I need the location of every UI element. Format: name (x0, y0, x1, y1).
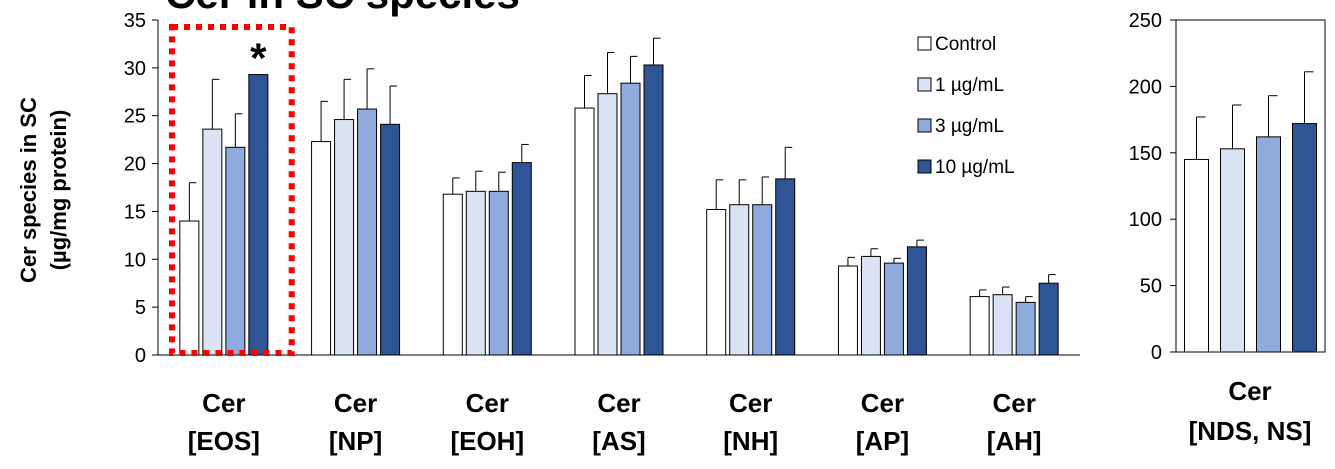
bar-1-g-ml-cer-np (334, 119, 355, 356)
legend-label-3-g-ml: 3 µg/mL (935, 116, 1004, 137)
y-tick-label: 10 (124, 249, 146, 271)
bar-control-cer-nds-ns (1184, 158, 1209, 353)
bar-1-g-ml-cer-as (597, 93, 618, 356)
category-label-line2: [EOH] (450, 426, 524, 456)
category-label-line1: Cer (597, 388, 640, 418)
legend-swatch-10-g-ml (917, 159, 932, 174)
category-label-line1: Cer (992, 388, 1035, 418)
bar-3-g-ml-cer-as (620, 82, 641, 356)
legend-label-control: Control (935, 34, 996, 55)
y-tick-label: 20 (124, 154, 146, 176)
bar-1-g-ml-cer-eos (202, 128, 223, 356)
left-chart: Cer species in SC (µg/mg protein) 0 5 10 15 20… (16, 10, 1080, 456)
bar-1-g-ml-cer-ah (992, 294, 1013, 356)
bar-1-g-ml-cer-nh (729, 204, 750, 356)
bar-3-g-ml-cer-eos (225, 146, 246, 356)
bar-control-cer-nh (706, 209, 727, 356)
bar-10-g-ml-cer-nh (775, 178, 796, 356)
title-clipped: Cer in SC species (165, 0, 520, 17)
category-label-line2: [EOS] (188, 426, 260, 456)
bar-3-g-ml-cer-nh (752, 204, 773, 356)
category-label-line1: Cer (861, 388, 904, 418)
bar-10-g-ml-cer-as (643, 64, 664, 356)
bar-control-cer-np (311, 141, 332, 356)
legend-swatch-control (917, 36, 932, 51)
bar-control-cer-ah (969, 296, 990, 356)
bar-10-g-ml-cer-eoh (511, 162, 532, 356)
highlight-box (169, 24, 295, 356)
category-label-line2: [NH] (723, 426, 778, 456)
y-tick-label: 35 (124, 10, 146, 32)
bar-10-g-ml-cer-np (380, 123, 401, 356)
category-label-line2: [AS] (592, 426, 645, 456)
bar-10-g-ml-cer-nds-ns (1292, 123, 1317, 353)
y-tick-label: 250 (1129, 10, 1162, 32)
category-label-line1: Cer (202, 388, 245, 418)
y-tick-label: 150 (1129, 143, 1162, 165)
y-tick-label: 5 (135, 297, 146, 319)
bar-10-g-ml-cer-ah (1038, 282, 1059, 356)
legend-swatch-3-g-ml (917, 118, 932, 133)
category-label-line2: [NDS, NS] (1189, 416, 1312, 446)
y-tick-label: 0 (135, 345, 146, 367)
y-tick-label: 0 (1151, 342, 1162, 364)
bar-3-g-ml-cer-ah (1015, 301, 1036, 356)
legend-label-10-g-ml: 10 µg/mL (935, 157, 1015, 178)
y-tick-label: 15 (124, 201, 146, 223)
bar-3-g-ml-cer-np (357, 108, 378, 356)
bar-10-g-ml-cer-eos (248, 74, 269, 356)
bar-control-cer-eos (179, 220, 200, 356)
bar-control-cer-ap (837, 265, 858, 356)
y-tick-label: 30 (124, 58, 146, 80)
bar-1-g-ml-cer-ap (860, 255, 881, 356)
category-label-line1: Cer (1228, 376, 1271, 406)
bar-3-g-ml-cer-ap (883, 262, 904, 356)
y-tick-label: 200 (1129, 76, 1162, 98)
legend-label-1-g-ml: 1 µg/mL (935, 75, 1004, 96)
y-tick-label: 50 (1140, 276, 1162, 298)
bar-1-g-ml-cer-eoh (465, 190, 486, 356)
category-label-line2: [NP] (329, 426, 382, 456)
bar-3-g-ml-cer-nds-ns (1256, 136, 1281, 353)
category-label-line2: [AP] (856, 426, 909, 456)
category-label-line1: Cer (466, 388, 509, 418)
right-chart: 0 50 100 150 200 250 Cer [NDS, NS] (1129, 10, 1326, 446)
plot-frame (1175, 19, 1326, 353)
y-tick-label: 25 (124, 106, 146, 128)
category-label-line2: [AH] (987, 426, 1042, 456)
bar-3-g-ml-cer-eoh (488, 190, 509, 356)
y-axis-label-line2: (µg/mg protein) (46, 110, 71, 271)
bar-1-g-ml-cer-nds-ns (1220, 148, 1245, 353)
significance-asterisk: * (250, 35, 267, 82)
bar-control-cer-eoh (442, 193, 463, 356)
category-label-line1: Cer (729, 388, 772, 418)
bar-10-g-ml-cer-ap (906, 246, 927, 356)
legend-swatch-1-g-ml (917, 77, 932, 92)
y-axis-label-line1: Cer species in SC (16, 97, 41, 283)
category-label-line1: Cer (334, 388, 377, 418)
y-tick-label: 100 (1129, 209, 1162, 231)
bar-control-cer-as (574, 107, 595, 356)
